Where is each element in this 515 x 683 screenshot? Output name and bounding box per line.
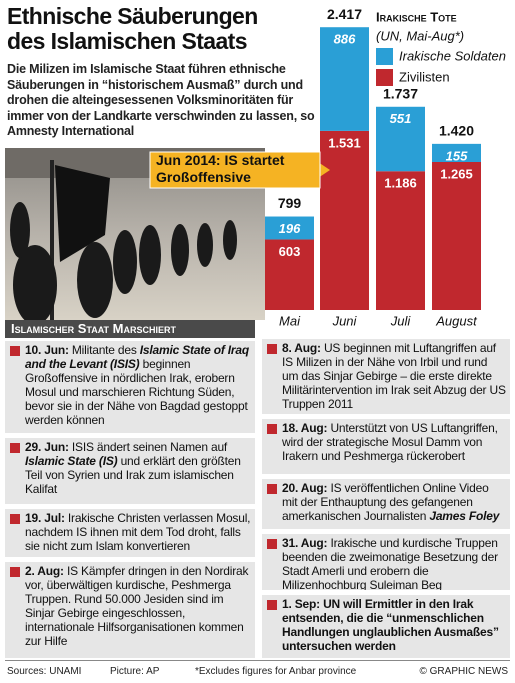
sources: Sources: UNAMI xyxy=(7,666,82,677)
event-text: Unterstützt von US Luftangriffen, wird d… xyxy=(282,421,498,463)
bar-segment xyxy=(376,106,425,172)
event-date: 2. Aug: xyxy=(25,564,64,578)
event-date: 29. Jun: xyxy=(25,440,69,454)
event-text: UN will Ermittler in den Irak entsenden,… xyxy=(282,597,499,653)
bar-segment xyxy=(265,239,314,310)
legend-label: Irakische Soldaten xyxy=(399,48,506,63)
footnote: *Excludes figures for Anbar province xyxy=(195,666,357,677)
event-date: 1. Sep: xyxy=(282,597,320,611)
legend-swatch xyxy=(376,69,393,86)
legend-swatch xyxy=(376,48,393,65)
value-label: 886 xyxy=(334,32,356,47)
value-label: 196 xyxy=(279,221,301,236)
bar-segment xyxy=(432,143,481,162)
event-text: und erklärt den größten Teil von Syrien … xyxy=(25,454,241,496)
credit: © GRAPHIC NEWS xyxy=(419,666,509,677)
bar-segment xyxy=(320,130,369,310)
intro: Die Milizen im Islamische Staat führen e… xyxy=(7,62,315,138)
event-text: US beginnen mit Luftangriffen auf IS Mil… xyxy=(282,341,506,411)
picture-credit: Picture: AP xyxy=(110,666,160,677)
event: 29. Jun: ISIS ändert seinen Namen auf Is… xyxy=(5,438,255,504)
event-text: ISIS ändert seinen Namen auf xyxy=(71,440,228,454)
footer: Sources: UNAMI Picture: AP *Excludes fig… xyxy=(5,660,510,681)
event: 10. Jun: Militante des Islamic State of … xyxy=(5,341,255,433)
value-label: 603 xyxy=(279,244,301,259)
legend-title: Irakische Tote xyxy=(376,9,457,24)
event-text: Islamic State (IS) xyxy=(25,454,118,468)
value-label: 551 xyxy=(390,111,412,126)
event-text: IS veröffentlichen Online Video mit der … xyxy=(282,481,489,523)
event: 1. Sep: UN will Ermittler in den Irak en… xyxy=(262,595,510,658)
event: 8. Aug: US beginnen mit Luftangriffen au… xyxy=(262,339,510,414)
event: 19. Jul: Irakische Christen verlassen Mo… xyxy=(5,509,255,557)
event-text: beginnen Großoffensive in nördlichen Ira… xyxy=(25,357,248,427)
event-date: 18. Aug: xyxy=(282,421,328,435)
callout-arrow xyxy=(318,162,330,178)
bar-segment xyxy=(265,216,314,240)
value-label: 1.265 xyxy=(440,166,473,181)
x-tick-label: Juli xyxy=(390,313,412,328)
event: 31. Aug: Irakische und kurdische Truppen… xyxy=(262,534,510,590)
value-label: 155 xyxy=(446,148,468,163)
bar-segment xyxy=(376,171,425,310)
photo-caption: Islamischer Staat Marschiert xyxy=(5,320,255,338)
event-text: Islamic State of Iraq and the Levant (IS… xyxy=(25,343,249,371)
total-label: 2.417 xyxy=(327,6,362,22)
value-label: 1.531 xyxy=(328,135,361,150)
x-tick-label: Juni xyxy=(332,313,358,328)
x-tick-label: Mai xyxy=(279,313,301,328)
event-text: Irakische und kurdische Truppen beenden … xyxy=(282,536,498,590)
annotation: Jun 2014: IS startet Großoffensive xyxy=(156,152,285,185)
chart: 603 196 799 Mai 1.531 886 2.417 Juni 1.186 551 1.7… xyxy=(5,6,506,328)
legend-subtitle: (UN, Mai-Aug*) xyxy=(376,28,464,43)
event-date: 8. Aug: xyxy=(282,341,321,355)
event-date: 31. Aug: xyxy=(282,536,328,550)
legend-label: Zivilisten xyxy=(399,69,450,84)
event-text: James Foley xyxy=(429,509,500,523)
event: 20. Aug: IS veröffentlichen Online Video… xyxy=(262,479,510,529)
x-tick-label: August xyxy=(435,313,478,328)
event-text: IS Kämpfer dringen in den Nordirak vor, … xyxy=(25,564,249,648)
total-label: 1.420 xyxy=(439,123,474,139)
event-text: Irakische Christen verlassen Mosul, nach… xyxy=(25,511,251,553)
event-date: 20. Aug: xyxy=(282,481,328,495)
callout-box xyxy=(149,151,321,189)
bar-segment xyxy=(320,27,369,131)
total-label: 799 xyxy=(278,195,302,211)
event: 18. Aug: Unterstützt von US Luftangriffe… xyxy=(262,419,510,474)
title: Ethnische Säuberungen des Islamischen St… xyxy=(7,3,258,54)
event: 2. Aug: IS Kämpfer dringen in den Nordir… xyxy=(5,562,255,658)
value-label: 1.186 xyxy=(384,176,417,191)
event-date: 10. Jun: xyxy=(25,343,69,357)
event-date: 19. Jul: xyxy=(25,511,65,525)
bar-segment xyxy=(432,161,481,310)
total-label: 1.737 xyxy=(383,85,418,101)
event-text: Militante des xyxy=(71,343,140,357)
